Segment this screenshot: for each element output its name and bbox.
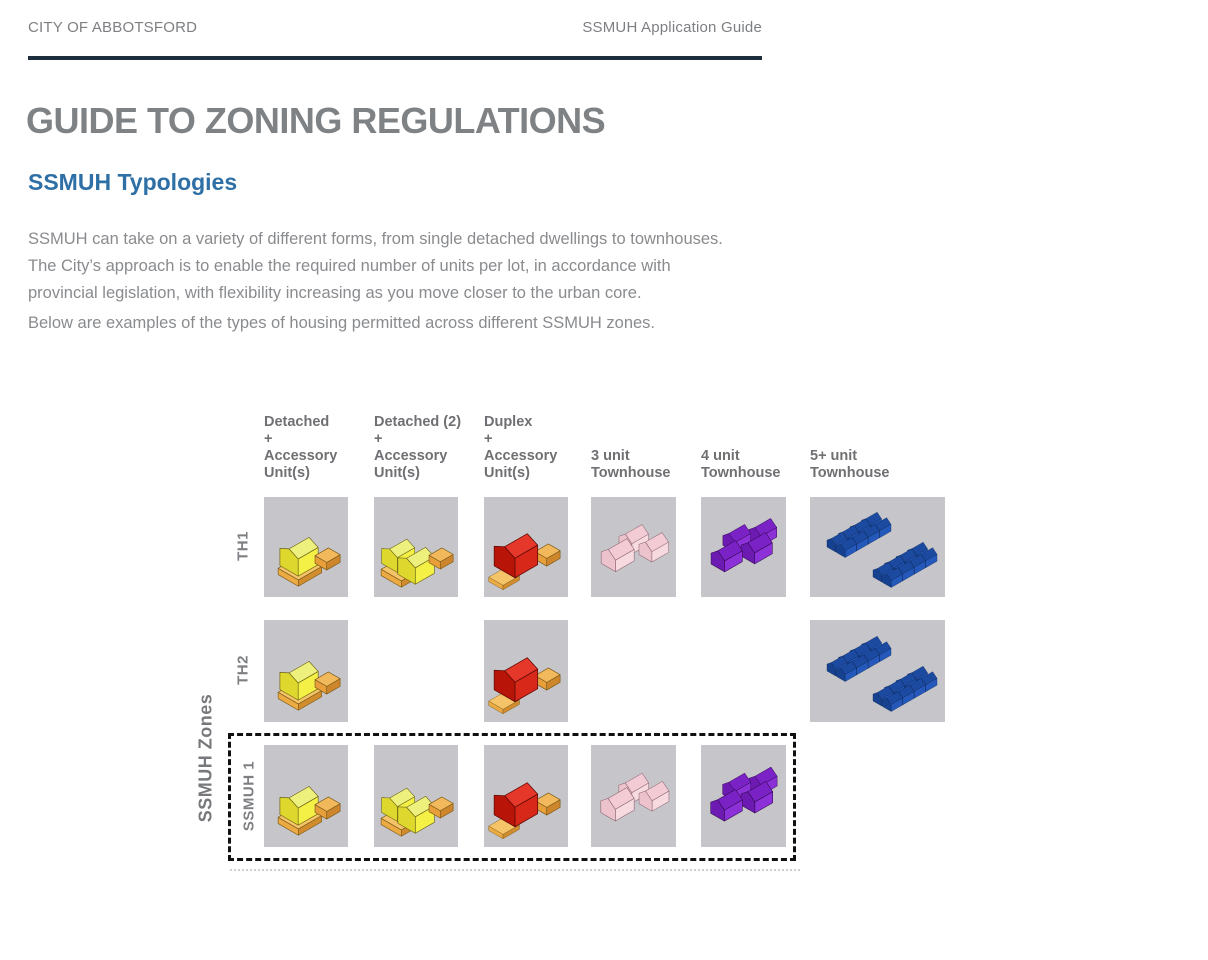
header-left-text: CITY OF ABBOTSFORD — [28, 19, 198, 36]
townhouse-4-icon — [701, 497, 786, 597]
row-label-th1: TH1 — [234, 531, 252, 561]
axis-label-ssmuh-zones: SSMUH Zones — [195, 693, 216, 823]
examples-paragraph: Below are examples of the types of housi… — [28, 314, 656, 332]
highlight-shadow-dots — [230, 869, 800, 871]
townhouse-3-icon — [591, 497, 676, 597]
cell-ssmuh1-townhouse4 — [701, 745, 786, 847]
detached-accessory-icon — [264, 620, 348, 722]
column-header-5plusunit: 5+ unit Townhouse — [810, 448, 890, 481]
detached2-accessory-icon — [374, 497, 458, 597]
column-header-4unit: 4 unit Townhouse — [701, 448, 781, 481]
cell-th1-townhouse5plus — [810, 497, 945, 597]
column-header-detached2: Detached (2) + Accessory Unit(s) — [374, 414, 462, 481]
cell-th1-detached2-accessory — [374, 497, 458, 597]
townhouse-5plus-icon — [810, 497, 945, 597]
page-title: GUIDE TO ZONING REGULATIONS — [26, 100, 606, 141]
cell-th1-detached-accessory — [264, 497, 348, 597]
section-heading: SSMUH Typologies — [28, 169, 238, 195]
townhouse-5plus-icon — [810, 620, 945, 722]
ssmuh1-highlight-border — [228, 733, 796, 861]
intro-paragraph: SSMUH can take on a variety of different… — [28, 230, 723, 302]
cell-th1-duplex-accessory — [484, 497, 568, 597]
header-rule — [28, 56, 762, 60]
cell-th2-duplex-accessory — [484, 620, 568, 722]
cell-ssmuh1-townhouse3 — [591, 745, 676, 847]
column-header-3unit: 3 unit Townhouse — [591, 448, 671, 481]
cell-ssmuh1-detached2-accessory — [374, 745, 458, 847]
header-right-text: SSMUH Application Guide — [582, 19, 762, 36]
running-header: CITY OF ABBOTSFORD SSMUH Application Gui… — [28, 19, 762, 36]
cell-ssmuh1-duplex-accessory — [484, 745, 568, 847]
cell-th2-detached-accessory — [264, 620, 348, 722]
cell-th2-townhouse5plus — [810, 620, 945, 722]
duplex-accessory-icon — [484, 497, 568, 597]
column-header-detached: Detached + Accessory Unit(s) — [264, 414, 338, 481]
cell-th1-townhouse4 — [701, 497, 786, 597]
detached-accessory-icon — [264, 497, 348, 597]
column-header-duplex: Duplex + Accessory Unit(s) — [484, 414, 558, 481]
row-label-th2: TH2 — [234, 655, 252, 685]
duplex-accessory-icon — [484, 620, 568, 722]
cell-ssmuh1-detached-accessory — [264, 745, 348, 847]
cell-th1-townhouse3 — [591, 497, 676, 597]
